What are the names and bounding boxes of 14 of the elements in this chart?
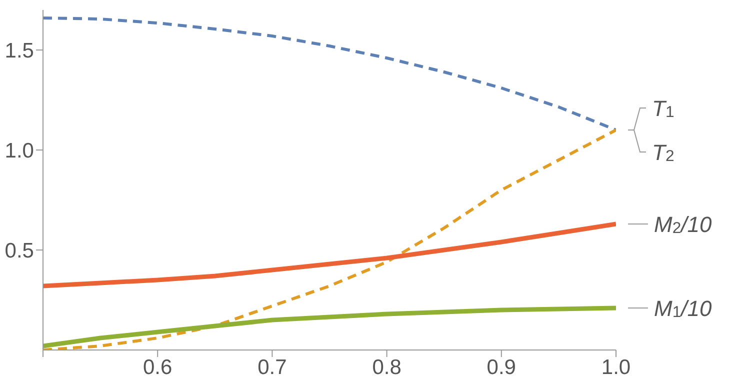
series-label: T$_{1}$: [652, 96, 674, 120]
x-tick-label: 0.9: [486, 356, 516, 379]
y-tick-label: 1.5: [4, 39, 34, 62]
y-tick-label: 1.0: [4, 139, 34, 162]
line-series: [43, 222, 616, 288]
line-series: [43, 16, 616, 132]
x-tick-label: 0.6: [143, 356, 172, 379]
series-label: T$_{2}$: [652, 140, 674, 164]
x-tick-label: 0.7: [258, 356, 287, 379]
series-label: M$_{2}$/10: [654, 212, 712, 236]
x-tick-label: 0.8: [372, 356, 402, 379]
x-tick-label: 1.0: [601, 356, 631, 379]
series-label: M$_{1}$/10: [654, 296, 712, 320]
y-tick-label: 0.5: [4, 239, 34, 262]
